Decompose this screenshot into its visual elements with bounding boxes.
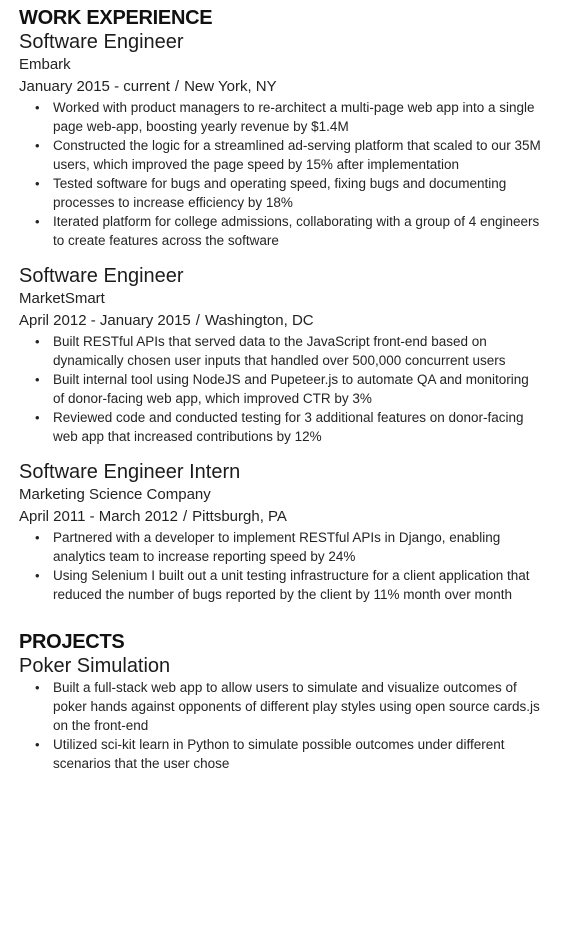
job-location: New York, NY	[184, 78, 277, 95]
projects-heading: PROJECTS	[19, 631, 125, 653]
bullet-item: • Worked with product managers to re-arch…	[35, 98, 542, 136]
bullet-text: Worked with product managers to re-archi…	[53, 100, 535, 134]
bullet-item: • Utilized sci-kit learn in Python to sim…	[35, 735, 542, 773]
bullet-item: • Built internal tool using NodeJS and Pu…	[35, 370, 542, 408]
project-title: Poker Simulation	[19, 655, 171, 677]
spacer	[19, 446, 542, 460]
bullet-dot: •	[35, 176, 40, 191]
bullet-text: Utilized sci-kit learn in Python to simu…	[53, 737, 505, 771]
work-experience-heading: WORK EXPERIENCE	[19, 7, 213, 29]
bullet-text: Iterated platform for college admissions…	[53, 214, 540, 248]
bullet-item: • Reviewed code and conducted testing for…	[35, 408, 542, 446]
spacer	[19, 250, 542, 264]
meta-separator: /	[182, 508, 188, 525]
meta-separator: /	[174, 78, 180, 95]
job-meta: April 2012 - January 2015/Washington, DC	[19, 310, 542, 332]
job-title: Software Engineer Intern	[19, 461, 241, 483]
bullet-text: Built internal tool using NodeJS and Pup…	[53, 372, 529, 406]
bullet-dot: •	[35, 100, 40, 115]
job-bullets: • Worked with product managers to re-arch…	[19, 98, 542, 250]
meta-separator: /	[195, 312, 200, 329]
job-title: Software Engineer	[19, 31, 184, 53]
job-meta: April 2011 - March 2012/Pittsburgh, PA	[19, 506, 542, 528]
job-dates: April 2011 - March 2012	[19, 508, 178, 525]
bullet-dot: •	[35, 410, 40, 425]
bullet-text: Partnered with a developer to implement …	[53, 530, 501, 564]
job-location: Pittsburgh, PA	[192, 508, 287, 525]
bullet-text: Built a full-stack web app to allow user…	[53, 680, 540, 733]
bullet-dot: •	[35, 568, 40, 583]
job-location: Washington, DC	[204, 312, 314, 329]
project-entry: Poker Simulation • Built a full-stack web…	[19, 654, 542, 773]
bullet-item: • Built RESTful APIs that served data to …	[35, 332, 542, 370]
company-name: Marketing Science Company	[19, 486, 211, 503]
bullet-item: • Partnered with a developer to implement…	[35, 528, 542, 566]
job-entry: Software Engineer MarketSmart April 2012…	[19, 264, 542, 446]
bullet-item: • Using Selenium I built out a unit testi…	[35, 566, 542, 604]
bullet-dot: •	[35, 680, 40, 695]
job-dates: January 2015 - current	[19, 78, 170, 95]
job-entry: Software Engineer Intern Marketing Scien…	[19, 460, 542, 604]
bullet-item: • Built a full-stack web app to allow use…	[35, 678, 542, 735]
company-name: Embark	[19, 56, 71, 73]
bullet-dot: •	[35, 372, 40, 387]
bullet-dot: •	[35, 214, 40, 229]
bullet-item: • Constructed the logic for a streamlined…	[35, 136, 542, 174]
job-entry: Software Engineer Embark January 2015 - …	[19, 30, 542, 250]
bullet-dot: •	[35, 530, 40, 545]
bullet-dot: •	[35, 138, 40, 153]
job-meta: January 2015 - current / New York, NY	[19, 76, 542, 98]
company-name: MarketSmart	[19, 290, 105, 307]
bullet-text: Using Selenium I built out a unit testin…	[53, 568, 530, 602]
job-bullets: • Built RESTful APIs that served data to …	[19, 332, 542, 446]
job-title: Software Engineer	[19, 265, 184, 287]
bullet-text: Tested software for bugs and operating s…	[53, 176, 507, 210]
spacer	[19, 604, 542, 630]
bullet-text: Constructed the logic for a streamlined …	[53, 138, 541, 172]
bullet-item: • Tested software for bugs and operating …	[35, 174, 542, 212]
bullet-dot: •	[35, 334, 40, 349]
project-bullets: • Built a full-stack web app to allow use…	[19, 678, 542, 773]
bullet-text: Built RESTful APIs that served data to t…	[53, 334, 506, 368]
bullet-text: Reviewed code and conducted testing for …	[53, 410, 524, 444]
bullet-dot: •	[35, 737, 40, 752]
bullet-item: • Iterated platform for college admission…	[35, 212, 542, 250]
job-dates: April 2012 - January 2015	[19, 312, 191, 329]
job-bullets: • Partnered with a developer to implement…	[19, 528, 542, 604]
